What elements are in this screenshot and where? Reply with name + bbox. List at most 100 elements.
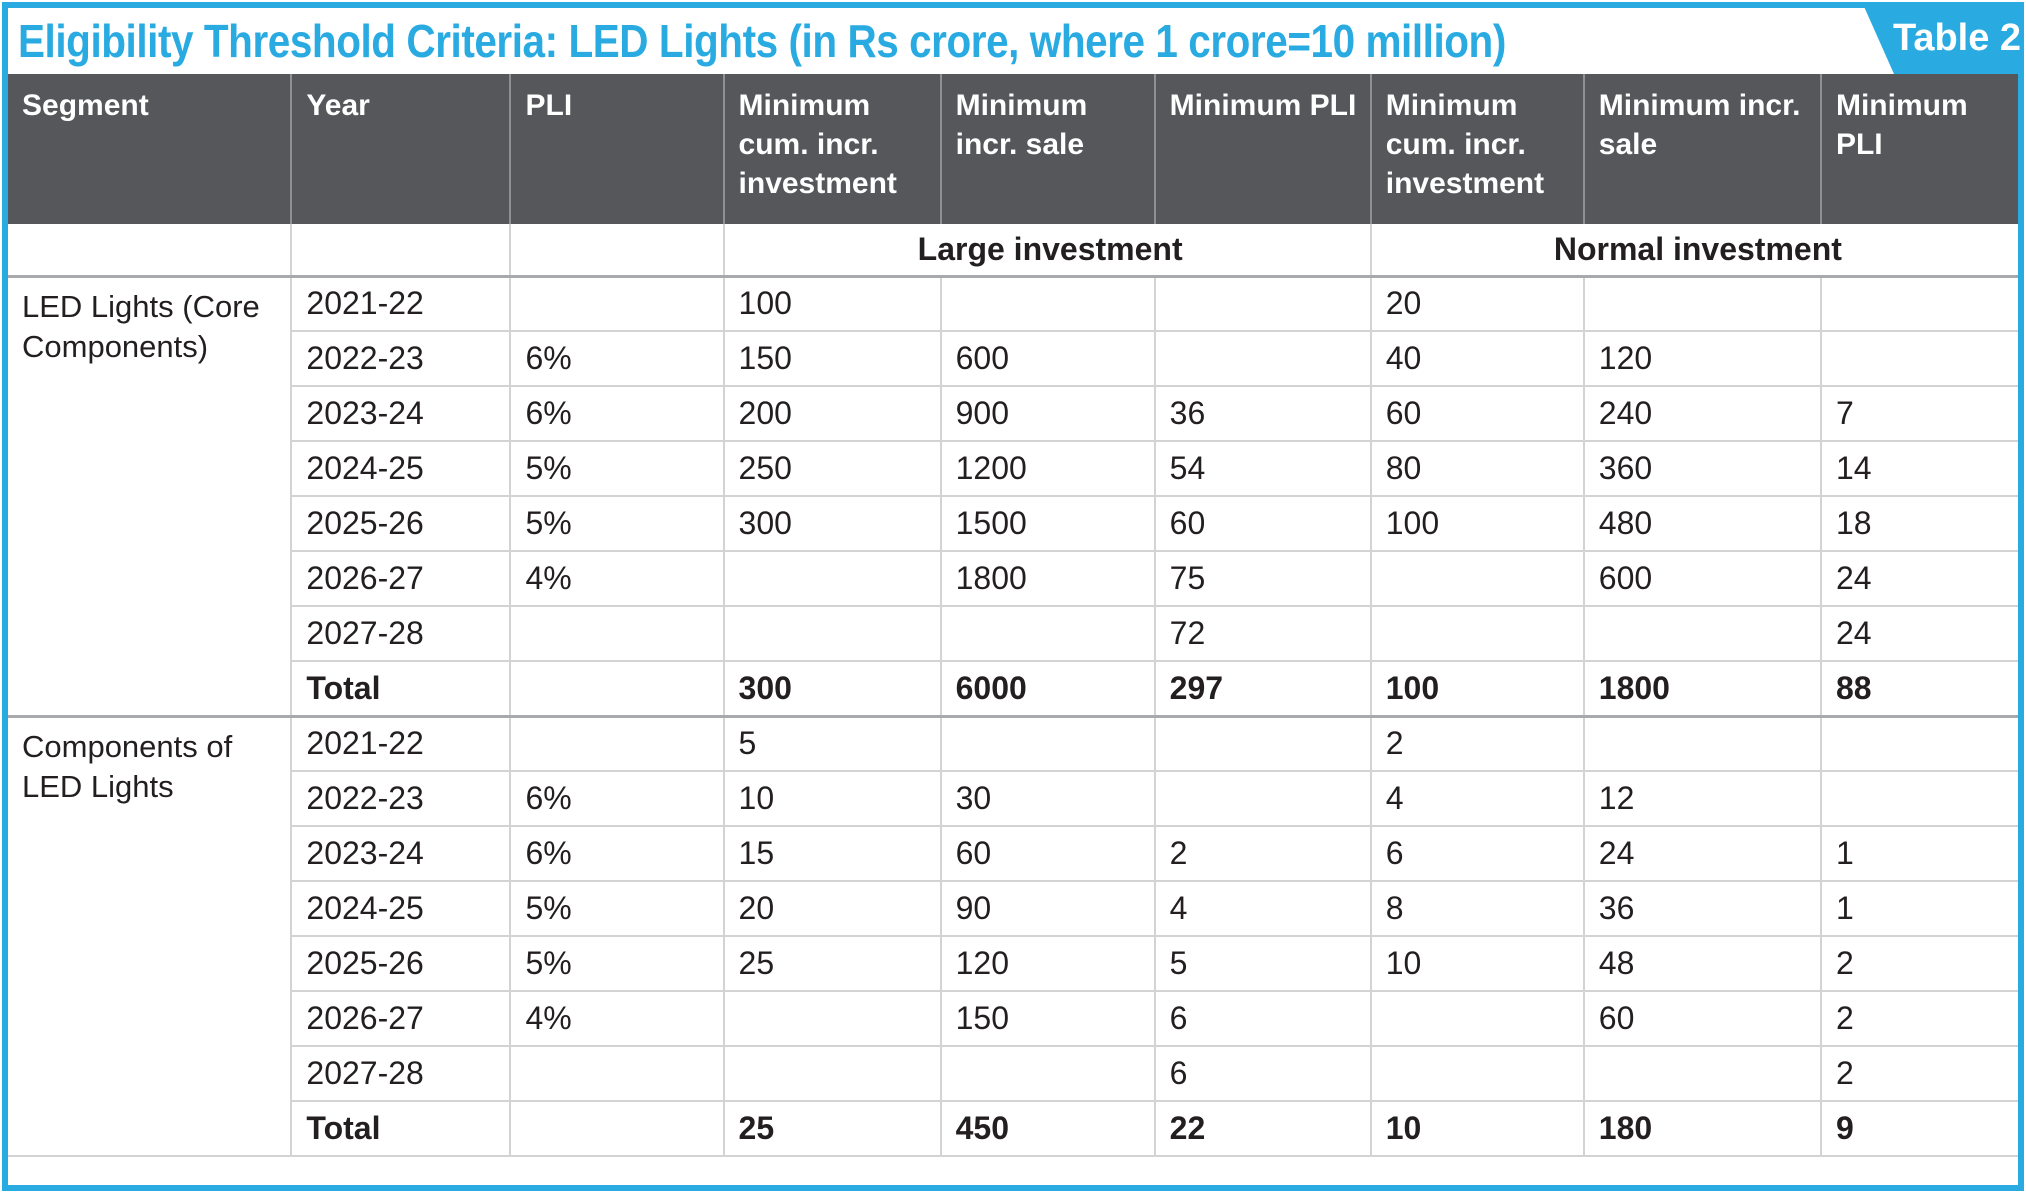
table-row: Total 25 450 22 10 180 9	[8, 1101, 2018, 1157]
value-cell: 60	[1583, 991, 1822, 1047]
value-cell: 2	[1820, 936, 2018, 992]
value-cell	[1583, 1046, 1822, 1102]
value-cell	[1370, 1046, 1585, 1102]
column-header: Minimum cum. incr. investment	[723, 74, 942, 224]
value-cell: 250	[723, 441, 942, 497]
value-cell: 900	[940, 386, 1156, 442]
value-cell	[1820, 276, 2018, 332]
pli-cell: 5%	[510, 881, 725, 937]
badge-label: Table 2	[1892, 16, 2022, 59]
value-cell	[1154, 771, 1372, 827]
table-row: 2023-24 6% 15 60 2 6 24 1	[8, 826, 2018, 882]
value-cell: 10	[1370, 936, 1585, 992]
value-cell: 5	[1154, 936, 1372, 992]
header-row: Segment Year PLI Minimum cum. incr. investm…	[8, 74, 2018, 224]
value-cell	[1583, 606, 1822, 662]
value-cell: 297	[1154, 661, 1372, 718]
empty-subheader-cell	[291, 224, 512, 278]
table-row: 2025-26 5% 300 1500 60 100 480 18	[8, 496, 2018, 552]
value-cell	[723, 606, 942, 662]
value-cell: 48	[1583, 936, 1822, 992]
value-cell	[1370, 991, 1585, 1047]
value-cell: 24	[1583, 826, 1822, 882]
value-cell: 1	[1820, 826, 2018, 882]
value-cell: 36	[1583, 881, 1822, 937]
value-cell: 1500	[940, 496, 1156, 552]
value-cell: 6000	[940, 661, 1156, 718]
value-cell: 72	[1154, 606, 1372, 662]
value-cell: 30	[940, 771, 1156, 827]
value-cell	[1583, 276, 1822, 332]
value-cell: 60	[940, 826, 1156, 882]
value-cell	[1370, 551, 1585, 607]
empty-subheader-cell	[510, 224, 725, 278]
value-cell	[1820, 331, 2018, 387]
value-cell: 480	[1583, 496, 1822, 552]
pli-cell	[510, 606, 725, 662]
pli-cell: 5%	[510, 441, 725, 497]
pli-cell: 4%	[510, 551, 725, 607]
value-cell	[940, 1046, 1156, 1102]
value-cell: 300	[723, 496, 942, 552]
value-cell: 100	[1370, 661, 1585, 718]
table-row: 2026-27 4% 150 6 60 2	[8, 991, 2018, 1047]
table-title: Eligibility Threshold Criteria: LED Ligh…	[18, 15, 1506, 67]
value-cell: 200	[723, 386, 942, 442]
value-cell	[723, 991, 942, 1047]
value-cell: 2	[1154, 826, 1372, 882]
table-row: 2022-23 6% 10 30 4 12	[8, 771, 2018, 827]
value-cell: 120	[940, 936, 1156, 992]
year-cell: 2023-24	[291, 826, 512, 882]
column-header: Minimum PLI	[1820, 74, 2018, 224]
value-cell: 4	[1154, 881, 1372, 937]
pli-cell	[510, 1046, 725, 1102]
value-cell: 150	[723, 331, 942, 387]
value-cell: 20	[1370, 276, 1585, 332]
value-cell	[1370, 606, 1585, 662]
value-cell: 120	[1583, 331, 1822, 387]
value-cell: 54	[1154, 441, 1372, 497]
year-cell: 2027-28	[291, 606, 512, 662]
value-cell: 5	[723, 716, 942, 772]
year-cell: Total	[291, 661, 512, 718]
value-cell	[1154, 331, 1372, 387]
value-cell: 36	[1154, 386, 1372, 442]
value-cell	[723, 1046, 942, 1102]
year-cell: 2022-23	[291, 331, 512, 387]
year-cell: 2021-22	[291, 276, 512, 332]
table-row: Total 300 6000 297 100 1800 88	[8, 661, 2018, 718]
investment-group-label: Large investment	[723, 224, 1372, 278]
pli-cell: 6%	[510, 386, 725, 442]
value-cell: 450	[940, 1101, 1156, 1157]
value-cell	[1154, 716, 1372, 772]
value-cell: 75	[1154, 551, 1372, 607]
table-row: 2025-26 5% 25 120 5 10 48 2	[8, 936, 2018, 992]
value-cell: 2	[1370, 716, 1585, 772]
table-row: 2027-28 72 24	[8, 606, 2018, 662]
value-cell: 1	[1820, 881, 2018, 937]
value-cell	[1820, 716, 2018, 772]
value-cell: 22	[1154, 1101, 1372, 1157]
pli-cell	[510, 1101, 725, 1157]
value-cell: 88	[1820, 661, 2018, 718]
pli-cell: 4%	[510, 991, 725, 1047]
column-header: Minimum PLI	[1154, 74, 1372, 224]
year-cell: 2027-28	[291, 1046, 512, 1102]
year-cell: 2025-26	[291, 496, 512, 552]
pli-cell: 6%	[510, 826, 725, 882]
value-cell: 24	[1820, 551, 2018, 607]
value-cell	[1154, 276, 1372, 332]
column-header: PLI	[510, 74, 725, 224]
pli-cell: 6%	[510, 331, 725, 387]
value-cell: 24	[1820, 606, 2018, 662]
table-row: LED Lights (Core Components) 2021-22 100 20	[8, 276, 2018, 718]
column-header: Minimum incr. sale	[1583, 74, 1822, 224]
title-bar: Eligibility Threshold Criteria: LED Ligh…	[8, 8, 2018, 74]
year-cell: 2022-23	[291, 771, 512, 827]
year-cell: 2025-26	[291, 936, 512, 992]
year-cell: 2026-27	[291, 551, 512, 607]
pli-cell: 5%	[510, 936, 725, 992]
value-cell: 360	[1583, 441, 1822, 497]
value-cell: 90	[940, 881, 1156, 937]
value-cell: 15	[723, 826, 942, 882]
